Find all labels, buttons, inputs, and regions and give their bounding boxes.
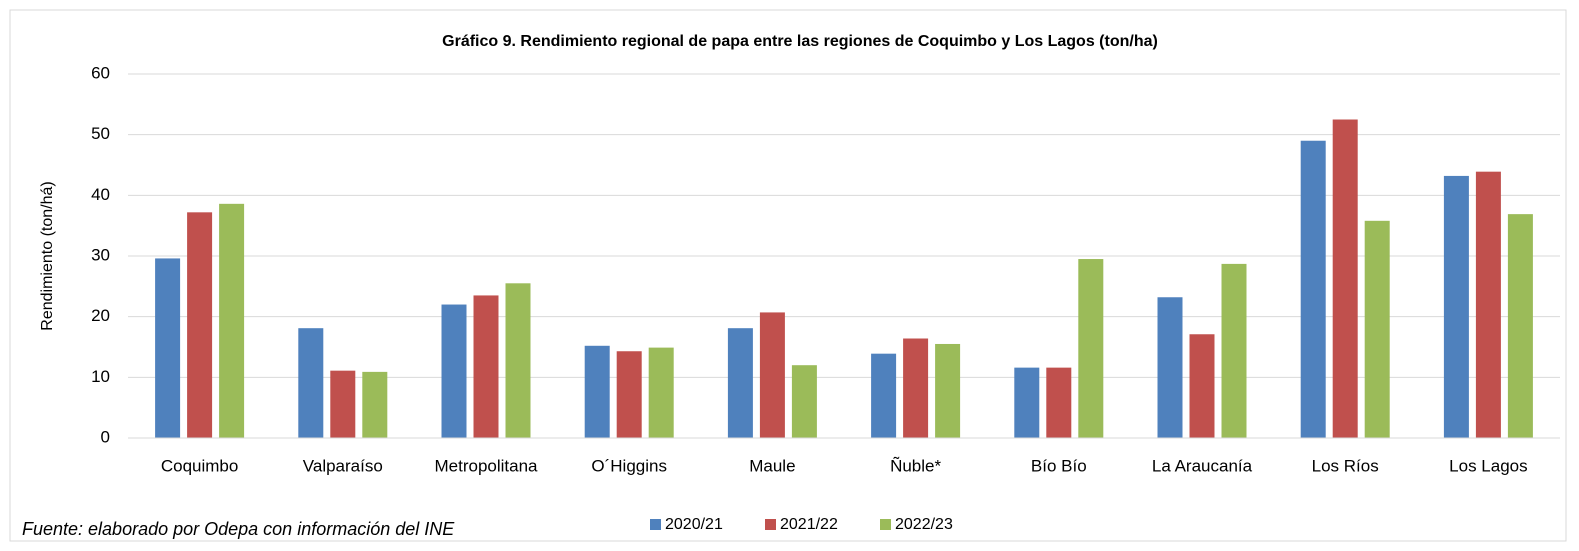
x-tick-label: Bío Bío xyxy=(1031,456,1087,475)
bar xyxy=(1475,171,1501,438)
bar xyxy=(1157,297,1183,438)
bar xyxy=(362,371,388,438)
x-tick-label: Maule xyxy=(749,456,795,475)
y-tick-label: 50 xyxy=(91,124,110,143)
x-tick-label: Valparaíso xyxy=(303,456,383,475)
bar xyxy=(648,347,674,438)
bar xyxy=(584,345,610,438)
x-tick-label: Ñuble* xyxy=(890,456,941,475)
bar xyxy=(935,343,961,438)
bar xyxy=(219,203,245,438)
bar xyxy=(1046,367,1072,438)
y-tick-label: 30 xyxy=(91,245,110,264)
x-tick-label: Metropolitana xyxy=(434,456,538,475)
legend-swatch xyxy=(765,519,776,530)
bar xyxy=(1443,175,1469,439)
legend-swatch xyxy=(650,519,661,530)
bar xyxy=(871,353,897,438)
bar xyxy=(1014,367,1040,438)
legend-label: 2020/21 xyxy=(665,516,723,533)
x-tick-label: La Araucanía xyxy=(1152,456,1253,475)
y-tick-label: 10 xyxy=(91,367,110,386)
x-tick-label: O´Higgins xyxy=(591,456,667,475)
bar xyxy=(155,258,181,438)
bar xyxy=(473,295,499,438)
bar xyxy=(298,328,324,438)
bar xyxy=(1332,119,1358,438)
bar xyxy=(441,304,467,438)
bar xyxy=(1300,140,1326,438)
source-note: Fuente: elaborado por Odepa con informac… xyxy=(22,519,455,539)
bar xyxy=(616,351,642,438)
bar xyxy=(791,365,817,438)
bar xyxy=(727,328,753,438)
x-tick-label: Los Lagos xyxy=(1449,456,1527,475)
chart-title: Gráfico 9. Rendimiento regional de papa … xyxy=(442,33,1158,50)
legend-swatch xyxy=(880,519,891,530)
bar xyxy=(1507,214,1533,438)
bar xyxy=(1078,259,1104,438)
bar xyxy=(505,283,531,438)
bar xyxy=(1189,334,1215,438)
y-tick-label: 0 xyxy=(101,427,110,446)
y-tick-label: 60 xyxy=(91,63,110,82)
bar xyxy=(1364,220,1390,438)
y-tick-label: 20 xyxy=(91,306,110,325)
x-tick-label: Coquimbo xyxy=(161,456,239,475)
bar xyxy=(330,370,356,438)
y-axis-label: Rendimiento (ton/há) xyxy=(39,181,56,330)
legend-label: 2021/22 xyxy=(780,516,838,533)
bar xyxy=(1221,263,1247,438)
x-tick-label: Los Ríos xyxy=(1312,456,1379,475)
bar xyxy=(187,212,213,438)
bar xyxy=(903,338,929,438)
legend-label: 2022/23 xyxy=(895,516,953,533)
bar xyxy=(759,312,785,438)
y-tick-label: 40 xyxy=(91,185,110,204)
